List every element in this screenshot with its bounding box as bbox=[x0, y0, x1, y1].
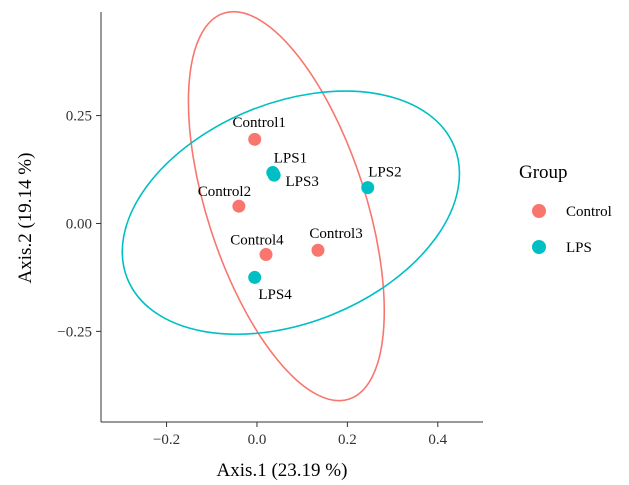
point-lps4 bbox=[248, 270, 262, 284]
axes bbox=[100, 12, 483, 423]
x-tick-label: 0.4 bbox=[428, 432, 447, 448]
point-label-lps3: LPS3 bbox=[285, 174, 318, 190]
point-labels: Control1 Control2 Control3 Control4 LPS1 LPS2… bbox=[198, 115, 402, 303]
legend-title: Group bbox=[519, 162, 568, 183]
control-ellipse bbox=[187, 10, 386, 402]
point-label-control3: Control3 bbox=[309, 226, 362, 242]
y-axis-ticks: 0.25 0.00 −0.25 bbox=[57, 109, 101, 340]
data-points bbox=[232, 132, 375, 284]
point-label-lps2: LPS2 bbox=[368, 165, 401, 181]
lps-ellipse bbox=[121, 90, 461, 336]
y-axis-title: Axis.2 (19.14 %) bbox=[15, 153, 36, 284]
point-label-lps1: LPS1 bbox=[274, 150, 307, 166]
point-label-control1: Control1 bbox=[233, 115, 286, 131]
legend-key-lps bbox=[532, 240, 546, 254]
x-tick-label: 0.0 bbox=[248, 432, 267, 448]
y-tick-label: 0.25 bbox=[66, 109, 92, 125]
legend: Group Control LPS bbox=[519, 162, 612, 256]
point-control3 bbox=[311, 243, 325, 257]
point-label-control4: Control4 bbox=[230, 232, 284, 248]
point-control2 bbox=[232, 199, 246, 213]
x-axis-title: Axis.1 (23.19 %) bbox=[217, 460, 348, 481]
y-tick-label: 0.00 bbox=[66, 216, 92, 232]
legend-label-control: Control bbox=[566, 204, 612, 220]
point-lps3 bbox=[267, 168, 281, 182]
x-tick-label: 0.2 bbox=[338, 432, 357, 448]
legend-key-control bbox=[532, 204, 546, 218]
point-control4 bbox=[259, 248, 273, 262]
x-tick-label: −0.2 bbox=[153, 432, 180, 448]
x-axis-ticks: −0.2 0.0 0.2 0.4 bbox=[153, 422, 448, 448]
point-control1 bbox=[248, 132, 262, 146]
point-lps2 bbox=[361, 181, 375, 195]
point-label-lps4: LPS4 bbox=[258, 287, 292, 303]
confidence-ellipses bbox=[121, 10, 461, 402]
point-label-control2: Control2 bbox=[198, 184, 251, 200]
legend-label-lps: LPS bbox=[566, 240, 592, 256]
y-tick-label: −0.25 bbox=[57, 324, 92, 340]
